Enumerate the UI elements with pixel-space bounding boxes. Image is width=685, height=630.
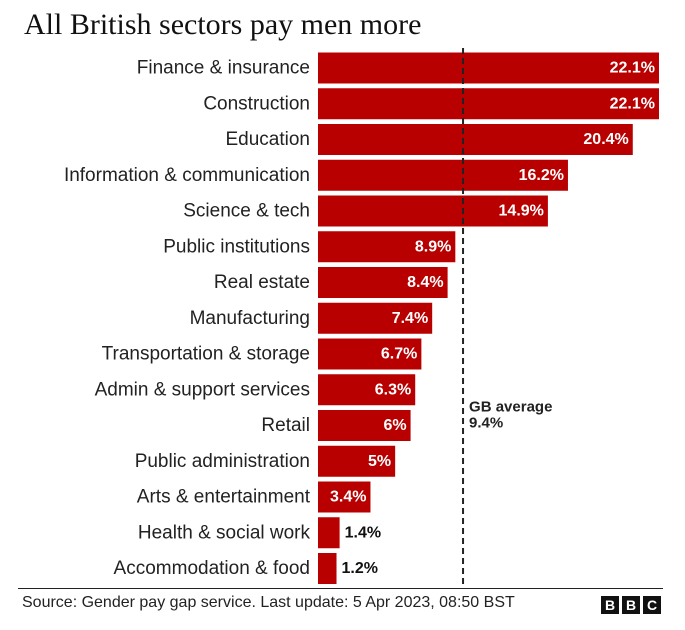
value-label: 22.1% <box>610 95 655 112</box>
bars-group: Finance & insurance 22.1% Construction 22.1… <box>64 52 659 584</box>
category-label: Admin & support services <box>95 379 310 400</box>
bar <box>318 159 568 191</box>
bar <box>318 445 396 477</box>
value-label: 20.4% <box>583 131 628 148</box>
bar <box>318 374 416 406</box>
value-label: 14.9% <box>499 203 544 220</box>
bar <box>318 88 659 120</box>
bar <box>318 338 422 370</box>
bar <box>318 517 340 549</box>
category-label: Public administration <box>135 451 310 472</box>
category-label: Retail <box>261 415 310 436</box>
bar <box>318 302 433 334</box>
bar <box>318 553 337 584</box>
bar <box>318 124 633 155</box>
category-label: Science & tech <box>183 201 310 222</box>
value-label: 5% <box>368 453 391 470</box>
value-label: 16.2% <box>519 167 564 184</box>
bar <box>318 267 448 298</box>
value-label: 6% <box>383 417 406 434</box>
category-label: Health & social work <box>138 522 311 543</box>
category-label: Information & communication <box>64 165 310 186</box>
bar <box>318 410 411 441</box>
bar <box>318 231 456 263</box>
value-label: 1.4% <box>345 524 381 541</box>
value-label: 3.4% <box>330 489 366 506</box>
value-label: 8.9% <box>415 238 451 255</box>
value-label: 8.4% <box>407 274 443 291</box>
logo-letter: C <box>643 596 661 614</box>
gb-average-value: 9.4% <box>469 415 503 432</box>
bar <box>318 481 371 513</box>
bar <box>318 52 659 84</box>
value-label: 7.4% <box>392 310 428 327</box>
category-label: Real estate <box>214 272 310 293</box>
bar-chart: Finance & insurance 22.1% Construction 22.1… <box>64 48 659 584</box>
logo-letter: B <box>601 596 619 614</box>
category-label: Transportation & storage <box>102 344 310 365</box>
bbc-logo: B B C <box>601 596 661 614</box>
footer-divider <box>18 588 663 589</box>
value-label: 22.1% <box>610 60 655 77</box>
value-label: 1.2% <box>342 560 378 577</box>
gb-average-label: GB average <box>469 399 552 416</box>
category-label: Finance & insurance <box>137 58 310 79</box>
chart-title: All British sectors pay men more <box>24 8 422 41</box>
category-label: Arts & entertainment <box>137 487 311 508</box>
category-label: Education <box>225 129 310 150</box>
source-note: Source: Gender pay gap service. Last upd… <box>22 594 515 611</box>
value-label: 6.3% <box>375 381 411 398</box>
category-label: Construction <box>203 93 310 114</box>
category-label: Manufacturing <box>190 308 310 329</box>
category-label: Accommodation & food <box>114 558 310 579</box>
category-label: Public institutions <box>163 236 310 257</box>
value-label: 6.7% <box>381 346 417 363</box>
bar <box>318 195 548 227</box>
logo-letter: B <box>622 596 640 614</box>
